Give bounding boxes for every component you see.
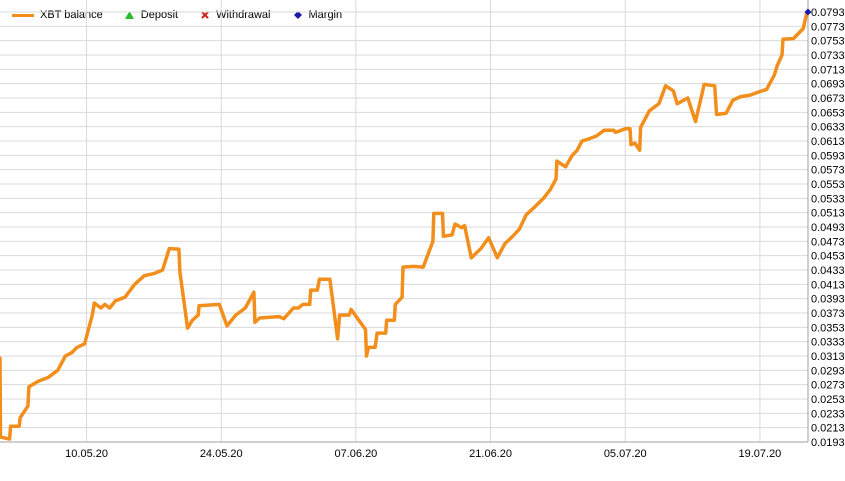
triangle-icon xyxy=(123,11,137,19)
legend-line-swatch xyxy=(12,13,34,17)
x-tick-label: 05.07.20 xyxy=(604,448,647,460)
y-tick-label: 0.0393 xyxy=(811,294,845,306)
y-tick-label: 0.0333 xyxy=(811,337,845,349)
y-tick-label: 0.0533 xyxy=(811,193,845,205)
y-tick-label: 0.0193 xyxy=(811,437,845,449)
y-tick-label: 0.0513 xyxy=(811,208,845,220)
marker-margin xyxy=(804,8,812,16)
x-icon xyxy=(198,11,212,19)
y-tick-label: 0.0433 xyxy=(811,265,845,277)
y-tick-label: 0.0733 xyxy=(811,50,845,62)
y-tick-label: 0.0753 xyxy=(811,36,845,48)
diamond-icon xyxy=(291,11,305,19)
y-tick-label: 0.0353 xyxy=(811,322,845,334)
x-tick-label: 24.05.20 xyxy=(200,448,243,460)
y-tick-label: 0.0613 xyxy=(811,136,845,148)
y-tick-label: 0.0473 xyxy=(811,236,845,248)
y-tick-label: 0.0773 xyxy=(811,21,845,33)
y-tick-label: 0.0493 xyxy=(811,222,845,234)
y-tick-label: 0.0653 xyxy=(811,107,845,119)
y-tick-label: 0.0413 xyxy=(811,279,845,291)
y-tick-label: 0.0713 xyxy=(811,64,845,76)
y-tick-label: 0.0633 xyxy=(811,122,845,134)
y-tick-label: 0.0313 xyxy=(811,351,845,363)
y-tick-label: 0.0293 xyxy=(811,365,845,377)
y-tick-label: 0.0673 xyxy=(811,93,845,105)
x-tick-label: 19.07.20 xyxy=(738,448,781,460)
y-tick-label: 0.0253 xyxy=(811,394,845,406)
y-tick-label: 0.0453 xyxy=(811,251,845,263)
y-tick-label: 0.0213 xyxy=(811,423,845,435)
x-tick-label: 21.06.20 xyxy=(469,448,512,460)
y-tick-label: 0.0693 xyxy=(811,79,845,91)
y-tick-label: 0.0233 xyxy=(811,408,845,420)
x-tick-label: 07.06.20 xyxy=(334,448,377,460)
y-tick-label: 0.0373 xyxy=(811,308,845,320)
series-line-xbt-balance xyxy=(0,10,810,441)
y-tick-label: 0.0593 xyxy=(811,150,845,162)
y-tick-label: 0.0273 xyxy=(811,380,845,392)
y-tick-label: 0.0553 xyxy=(811,179,845,191)
y-tick-label: 0.0573 xyxy=(811,165,845,177)
x-tick-label: 10.05.20 xyxy=(65,448,108,460)
y-tick-label: 0.0793 xyxy=(811,7,845,19)
